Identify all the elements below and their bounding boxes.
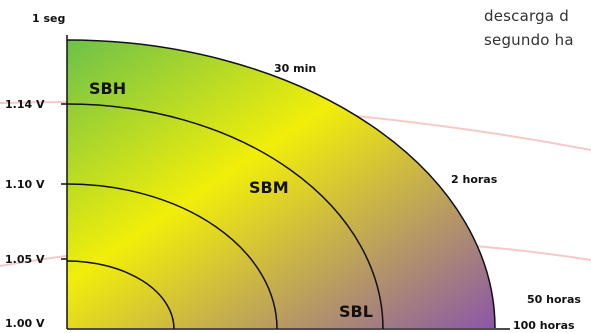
- ylabel-105: 1.05 V: [5, 253, 45, 266]
- ylabel-114: 1.14 V: [5, 98, 45, 111]
- ylabel-110: 1.10 V: [5, 178, 45, 191]
- curve-1: [66, 260, 175, 330]
- paragraph-line-1: descarga d: [484, 7, 569, 25]
- time-label-2horas: 2 horas: [451, 173, 498, 186]
- paragraph-line-2: segundo ha: [484, 31, 574, 49]
- region-label-sbm: SBM: [249, 178, 289, 197]
- region-label-sbh: SBH: [89, 79, 126, 98]
- ylabel-1seg: 1 seg: [32, 12, 65, 25]
- ylabel-100: 1.00 V: [5, 317, 45, 330]
- outer-curve: [66, 39, 496, 329]
- chart-area: [67, 40, 495, 328]
- curve-3: [66, 103, 384, 330]
- region-label-sbl: SBL: [339, 302, 373, 321]
- time-label-100horas: 100 horas: [513, 319, 575, 332]
- curve-2: [66, 183, 278, 330]
- time-label-50horas: 50 horas: [527, 293, 581, 306]
- time-label-30min: 30 min: [274, 62, 316, 75]
